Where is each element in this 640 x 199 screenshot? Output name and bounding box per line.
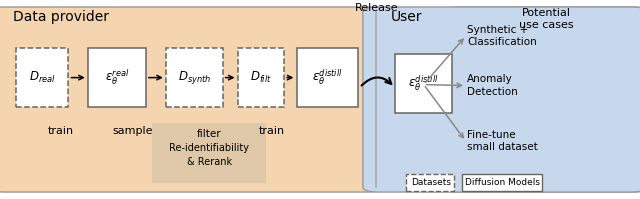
Text: train: train xyxy=(48,126,74,136)
Text: train: train xyxy=(259,126,285,136)
FancyBboxPatch shape xyxy=(406,174,454,191)
Text: Synthetic +
Classification: Synthetic + Classification xyxy=(467,25,537,47)
FancyBboxPatch shape xyxy=(444,7,640,192)
Text: Re-identifiability: Re-identifiability xyxy=(169,143,249,153)
Text: Release: Release xyxy=(355,3,398,13)
Text: $D_{filt}$: $D_{filt}$ xyxy=(250,70,272,85)
FancyBboxPatch shape xyxy=(363,7,640,192)
Text: $\epsilon_{\theta}^{distill}$: $\epsilon_{\theta}^{distill}$ xyxy=(312,68,343,87)
Text: Data provider: Data provider xyxy=(13,10,109,24)
Text: Fine-tune
small dataset: Fine-tune small dataset xyxy=(467,130,538,152)
FancyBboxPatch shape xyxy=(152,123,266,183)
Text: filter: filter xyxy=(197,129,221,139)
Text: Diffusion Models: Diffusion Models xyxy=(465,178,540,187)
Text: $\epsilon_{\theta}^{real}$: $\epsilon_{\theta}^{real}$ xyxy=(105,68,129,87)
FancyBboxPatch shape xyxy=(395,54,452,113)
Text: Potential
use cases: Potential use cases xyxy=(519,8,574,30)
Text: $D_{synth}$: $D_{synth}$ xyxy=(178,69,211,86)
FancyBboxPatch shape xyxy=(88,48,146,107)
Text: Datasets: Datasets xyxy=(411,178,451,187)
FancyBboxPatch shape xyxy=(462,174,542,191)
Text: sample: sample xyxy=(112,126,153,136)
FancyBboxPatch shape xyxy=(166,48,223,107)
Text: Anomaly
Detection: Anomaly Detection xyxy=(467,74,518,97)
FancyBboxPatch shape xyxy=(0,7,383,192)
Text: $\epsilon_{\theta}^{distill}$: $\epsilon_{\theta}^{distill}$ xyxy=(408,74,439,93)
Text: User: User xyxy=(390,10,422,24)
Text: $D_{real}$: $D_{real}$ xyxy=(29,70,56,85)
FancyBboxPatch shape xyxy=(297,48,358,107)
Text: & Rerank: & Rerank xyxy=(187,157,232,167)
FancyBboxPatch shape xyxy=(16,48,68,107)
FancyBboxPatch shape xyxy=(238,48,284,107)
